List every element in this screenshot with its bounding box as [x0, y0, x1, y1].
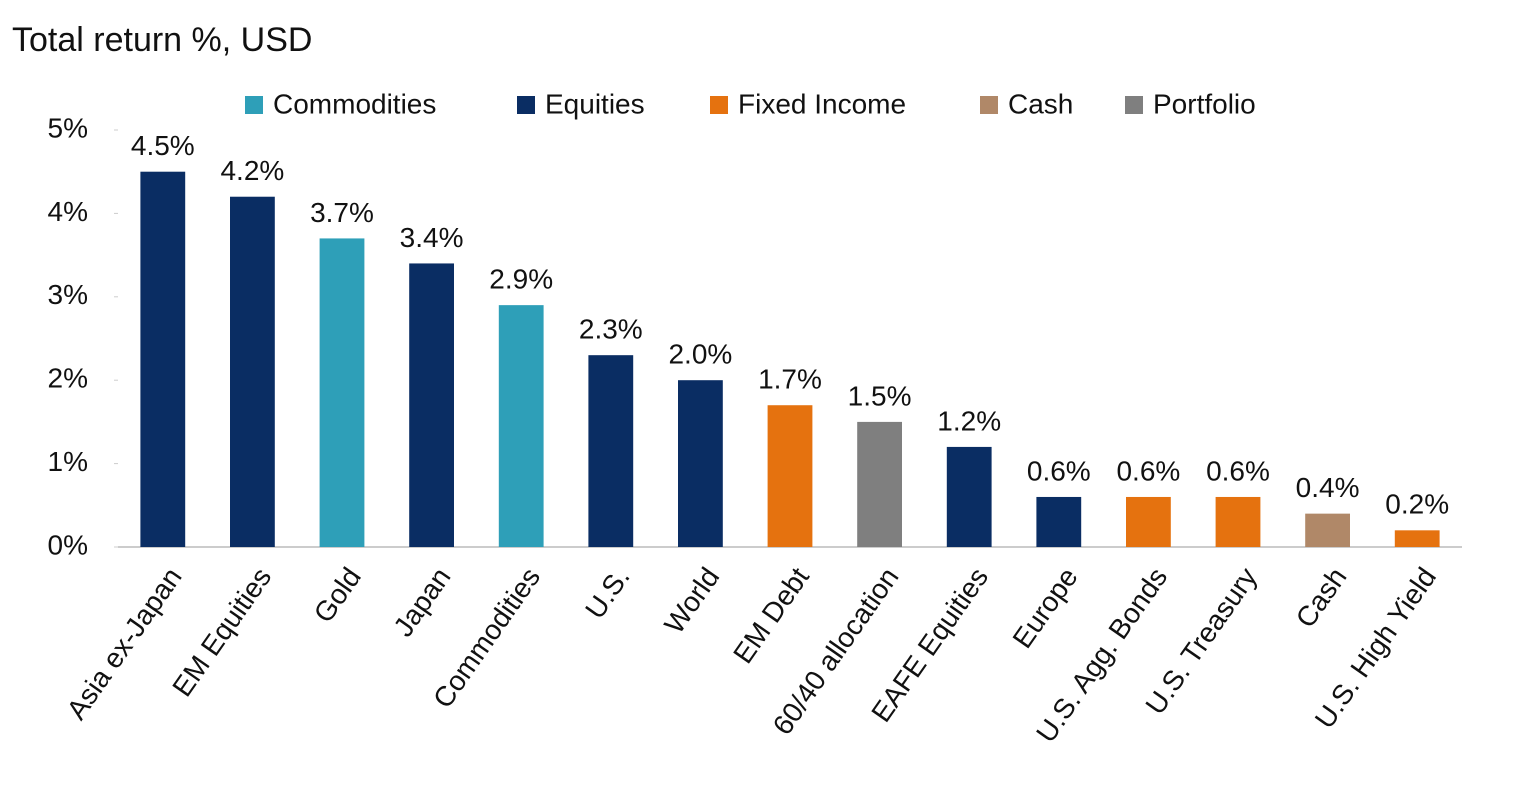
bar — [1215, 496, 1261, 547]
bar — [230, 196, 275, 547]
value-label: 0.6% — [1116, 455, 1180, 486]
legend-label: Fixed Income — [738, 88, 906, 119]
value-label: 2.0% — [668, 339, 732, 370]
value-label: 0.4% — [1296, 472, 1360, 503]
value-label: 2.9% — [489, 264, 553, 295]
value-label: 0.6% — [1206, 455, 1270, 486]
bar — [767, 405, 813, 547]
y-tick-label: 2% — [48, 363, 88, 394]
bar — [946, 446, 992, 547]
bar — [1394, 530, 1440, 547]
value-label: 3.7% — [310, 197, 374, 228]
value-label: 2.3% — [579, 314, 643, 345]
value-label: 4.2% — [220, 155, 284, 186]
bar — [498, 305, 544, 547]
legend-swatch — [710, 96, 728, 114]
value-label: 3.4% — [400, 222, 464, 253]
x-tick-label: Europe — [1007, 562, 1084, 654]
bar — [319, 238, 365, 548]
x-tick-label: Gold — [308, 562, 367, 628]
bar — [588, 355, 634, 547]
y-tick-label: 0% — [48, 529, 88, 560]
bar — [1305, 513, 1350, 547]
x-tick-label: U.S. — [579, 562, 636, 624]
value-label: 1.5% — [848, 380, 912, 411]
legend-swatch — [245, 96, 263, 114]
legend-swatch — [517, 96, 535, 114]
legend-label: Portfolio — [1153, 88, 1256, 119]
x-tick-label: World — [658, 562, 725, 639]
x-tick-label: Cash — [1290, 562, 1353, 633]
bar — [1036, 496, 1082, 547]
x-tick-label: Japan — [387, 562, 456, 642]
value-label: 1.7% — [758, 364, 822, 395]
legend-swatch — [1125, 96, 1143, 114]
legend-label: Equities — [545, 88, 645, 119]
bar — [857, 421, 902, 547]
y-tick-label: 1% — [48, 446, 88, 477]
legend-label: Commodities — [273, 88, 436, 119]
bar — [140, 171, 186, 547]
chart-title: Total return %, USD — [12, 21, 312, 59]
value-label: 0.2% — [1385, 489, 1449, 520]
value-label: 4.5% — [131, 130, 195, 161]
legend-label: Cash — [1008, 88, 1073, 119]
bar — [1126, 496, 1171, 547]
x-tick-label: EM Debt — [727, 562, 815, 669]
value-label: 0.6% — [1027, 455, 1091, 486]
bar — [678, 380, 723, 547]
value-label: 1.2% — [937, 405, 1001, 436]
bar — [409, 263, 454, 547]
y-tick-label: 5% — [48, 112, 88, 143]
y-tick-label: 4% — [48, 196, 88, 227]
legend-swatch — [980, 96, 998, 114]
y-tick-label: 3% — [48, 279, 88, 310]
x-tick-label: Asia ex-Japan — [61, 562, 188, 725]
